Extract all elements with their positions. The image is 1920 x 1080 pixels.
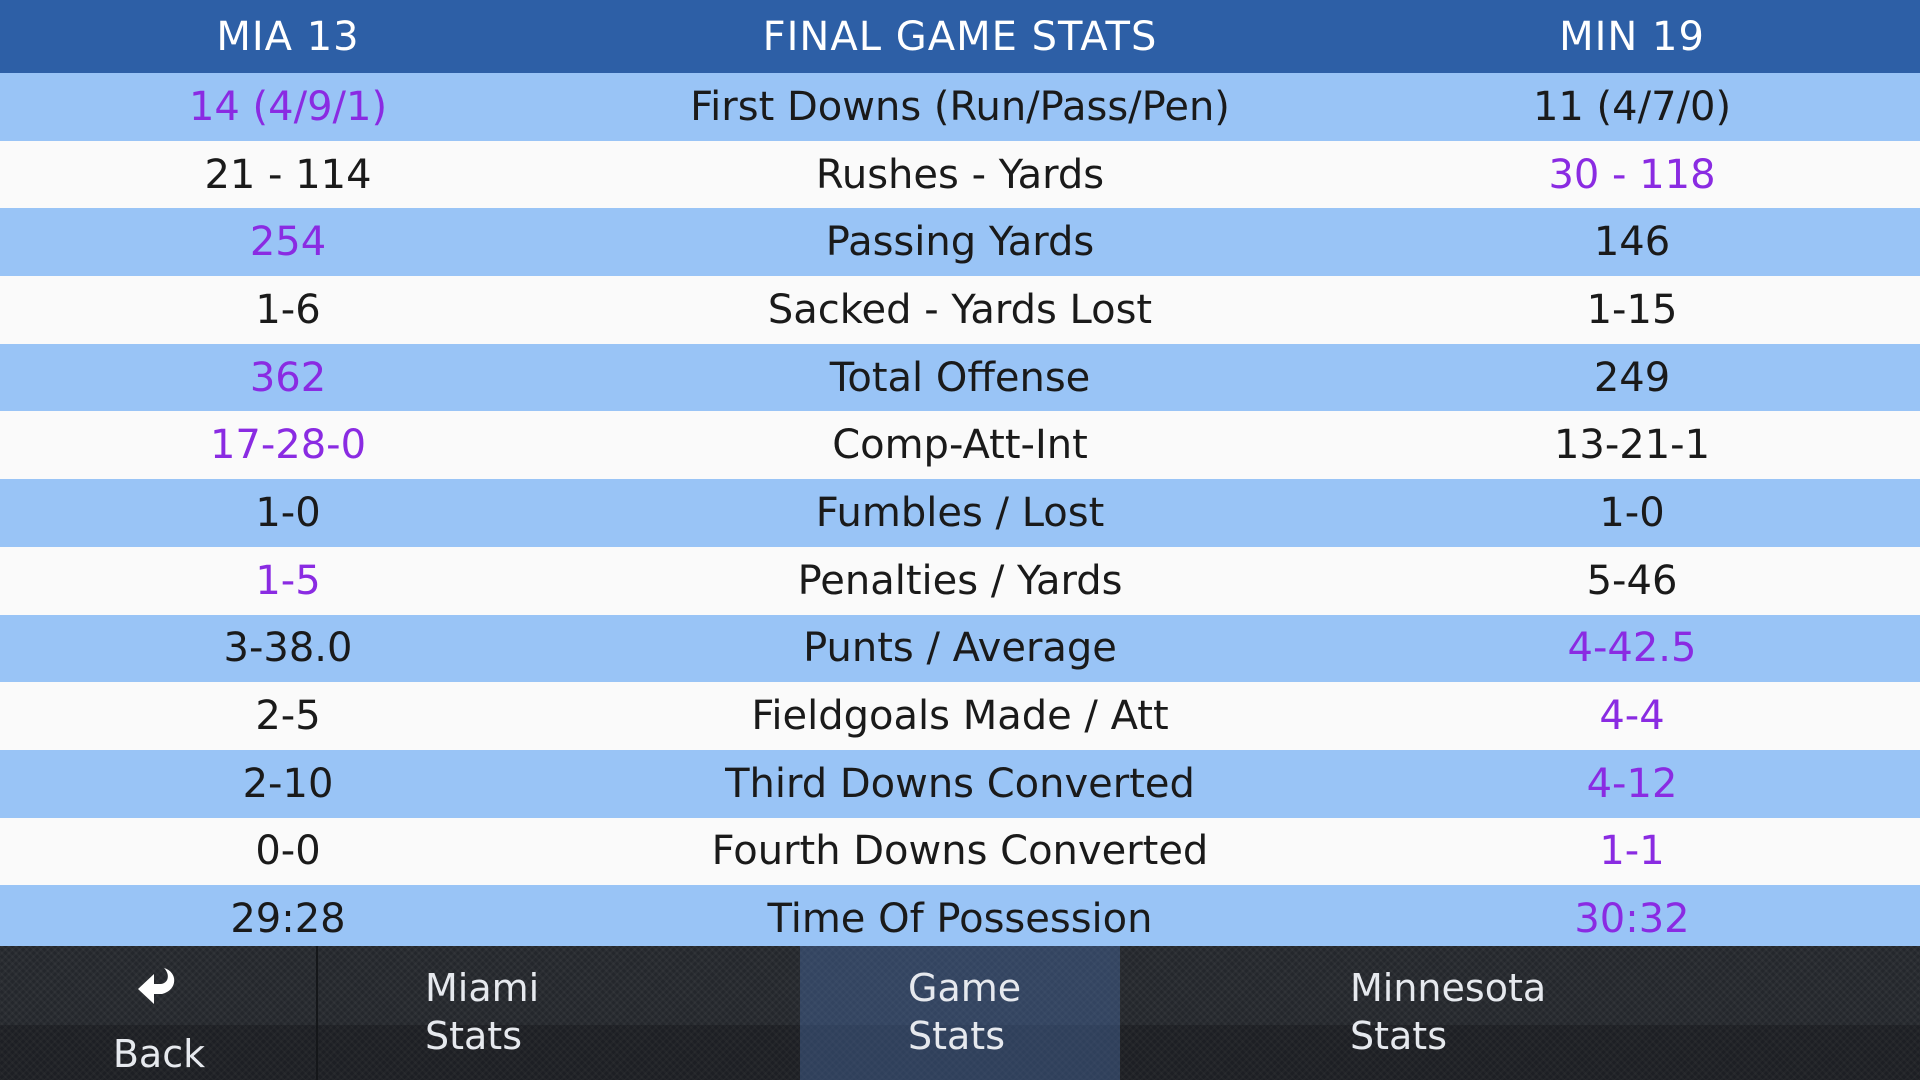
miami-stat-value: 254 [249, 219, 327, 266]
minnesota-stat-value: 4-42.5 [1567, 625, 1697, 672]
stat-label: Time Of Possession [767, 896, 1153, 943]
stat-row: 2-5 Fieldgoals Made / Att 4-4 [0, 682, 1920, 750]
stat-row: 1-6 Sacked - Yards Lost 1-15 [0, 276, 1920, 344]
tab-minnesota-stats-label: Minnesota Stats [1350, 966, 1547, 1058]
miami-stat-value: 0-0 [255, 828, 321, 875]
miami-stat-value: 362 [249, 354, 327, 401]
stat-label: Fourth Downs Converted [711, 828, 1209, 875]
right-team-score: MIN 19 [1559, 13, 1705, 60]
back-button[interactable]: Back [0, 946, 318, 1080]
minnesota-stat-value: 1-0 [1599, 489, 1665, 536]
minnesota-stat-value: 30 - 118 [1548, 151, 1716, 198]
miami-stat-value: 1-6 [255, 286, 321, 333]
minnesota-stat-value: 4-12 [1586, 760, 1678, 807]
stat-label: First Downs (Run/Pass/Pen) [690, 83, 1230, 130]
minnesota-stat-value: 5-46 [1586, 557, 1678, 604]
miami-stat-value: 1-5 [255, 557, 321, 604]
minnesota-stat-value: 1-1 [1599, 828, 1665, 875]
minnesota-stat-value: 4-4 [1599, 693, 1665, 740]
minnesota-stat-value: 146 [1593, 219, 1671, 266]
minnesota-stat-value: 11 (4/7/0) [1532, 83, 1732, 130]
stat-row: 17-28-0 Comp-Att-Int 13-21-1 [0, 411, 1920, 480]
stat-label: Fumbles / Lost [815, 489, 1105, 536]
stat-row: 362 Total Offense 249 [0, 343, 1920, 412]
stat-label: Passing Yards [825, 219, 1095, 266]
nav-lower-band [0, 1025, 1920, 1080]
miami-stat-value: 2-10 [242, 760, 334, 807]
stat-label: Comp-Att-Int [832, 422, 1088, 469]
stat-row: 0-0 Fourth Downs Converted 1-1 [0, 817, 1920, 886]
tab-miami-stats-label: Miami Stats [425, 966, 540, 1058]
stat-row: 14 (4/9/1) First Downs (Run/Pass/Pen) 11 (… [0, 73, 1920, 141]
bottom-nav-bar: Back Miami Stats Game Stats Minnesota St… [0, 946, 1920, 1080]
stat-label: Third Downs Converted [725, 760, 1195, 807]
left-team-score: MIA 13 [216, 13, 360, 60]
tab-minnesota-stats[interactable]: Minnesota Stats [1120, 946, 1920, 1080]
stat-row: 2-10 Third Downs Converted 4-12 [0, 749, 1920, 818]
miami-stat-value: 17-28-0 [209, 422, 367, 469]
stats-table: 14 (4/9/1) First Downs (Run/Pass/Pen) 11 (… [0, 73, 1920, 953]
stat-row: 254 Passing Yards 146 [0, 208, 1920, 277]
stat-label: Total Offense [829, 354, 1091, 401]
stat-row: 21 - 114 Rushes - Yards 30 - 118 [0, 140, 1920, 209]
miami-stat-value: 29:28 [230, 896, 346, 943]
stat-label: Punts / Average [803, 625, 1117, 672]
minnesota-stat-value: 30:32 [1574, 896, 1690, 943]
stat-row: 29:28 Time Of Possession 30:32 [0, 885, 1920, 953]
miami-stat-value: 1-0 [255, 489, 321, 536]
stat-row: 1-5 Penalties / Yards 5-46 [0, 546, 1920, 615]
miami-stat-value: 3-38.0 [223, 625, 353, 672]
back-arrow-icon [138, 968, 175, 1004]
tab-game-stats-label: Game Stats [908, 966, 1022, 1058]
page-title: FINAL GAME STATS [762, 13, 1158, 60]
miami-stat-value: 21 - 114 [204, 151, 372, 198]
minnesota-stat-value: 249 [1593, 354, 1671, 401]
stat-label: Fieldgoals Made / Att [751, 693, 1169, 740]
stat-label: Sacked - Yards Lost [767, 286, 1153, 333]
stats-header: MIA 13 FINAL GAME STATS MIN 19 [0, 0, 1920, 73]
tab-miami-stats[interactable]: Miami Stats [318, 946, 800, 1080]
stat-row: 1-0 Fumbles / Lost 1-0 [0, 479, 1920, 547]
minnesota-stat-value: 1-15 [1586, 286, 1678, 333]
back-label: Back [112, 1032, 206, 1076]
miami-stat-value: 14 (4/9/1) [188, 83, 388, 130]
miami-stat-value: 2-5 [255, 693, 321, 740]
stat-label: Penalties / Yards [797, 557, 1123, 604]
tab-game-stats[interactable]: Game Stats [800, 946, 1120, 1080]
stat-label: Rushes - Yards [815, 151, 1105, 198]
stat-row: 3-38.0 Punts / Average 4-42.5 [0, 614, 1920, 683]
minnesota-stat-value: 13-21-1 [1553, 422, 1711, 469]
